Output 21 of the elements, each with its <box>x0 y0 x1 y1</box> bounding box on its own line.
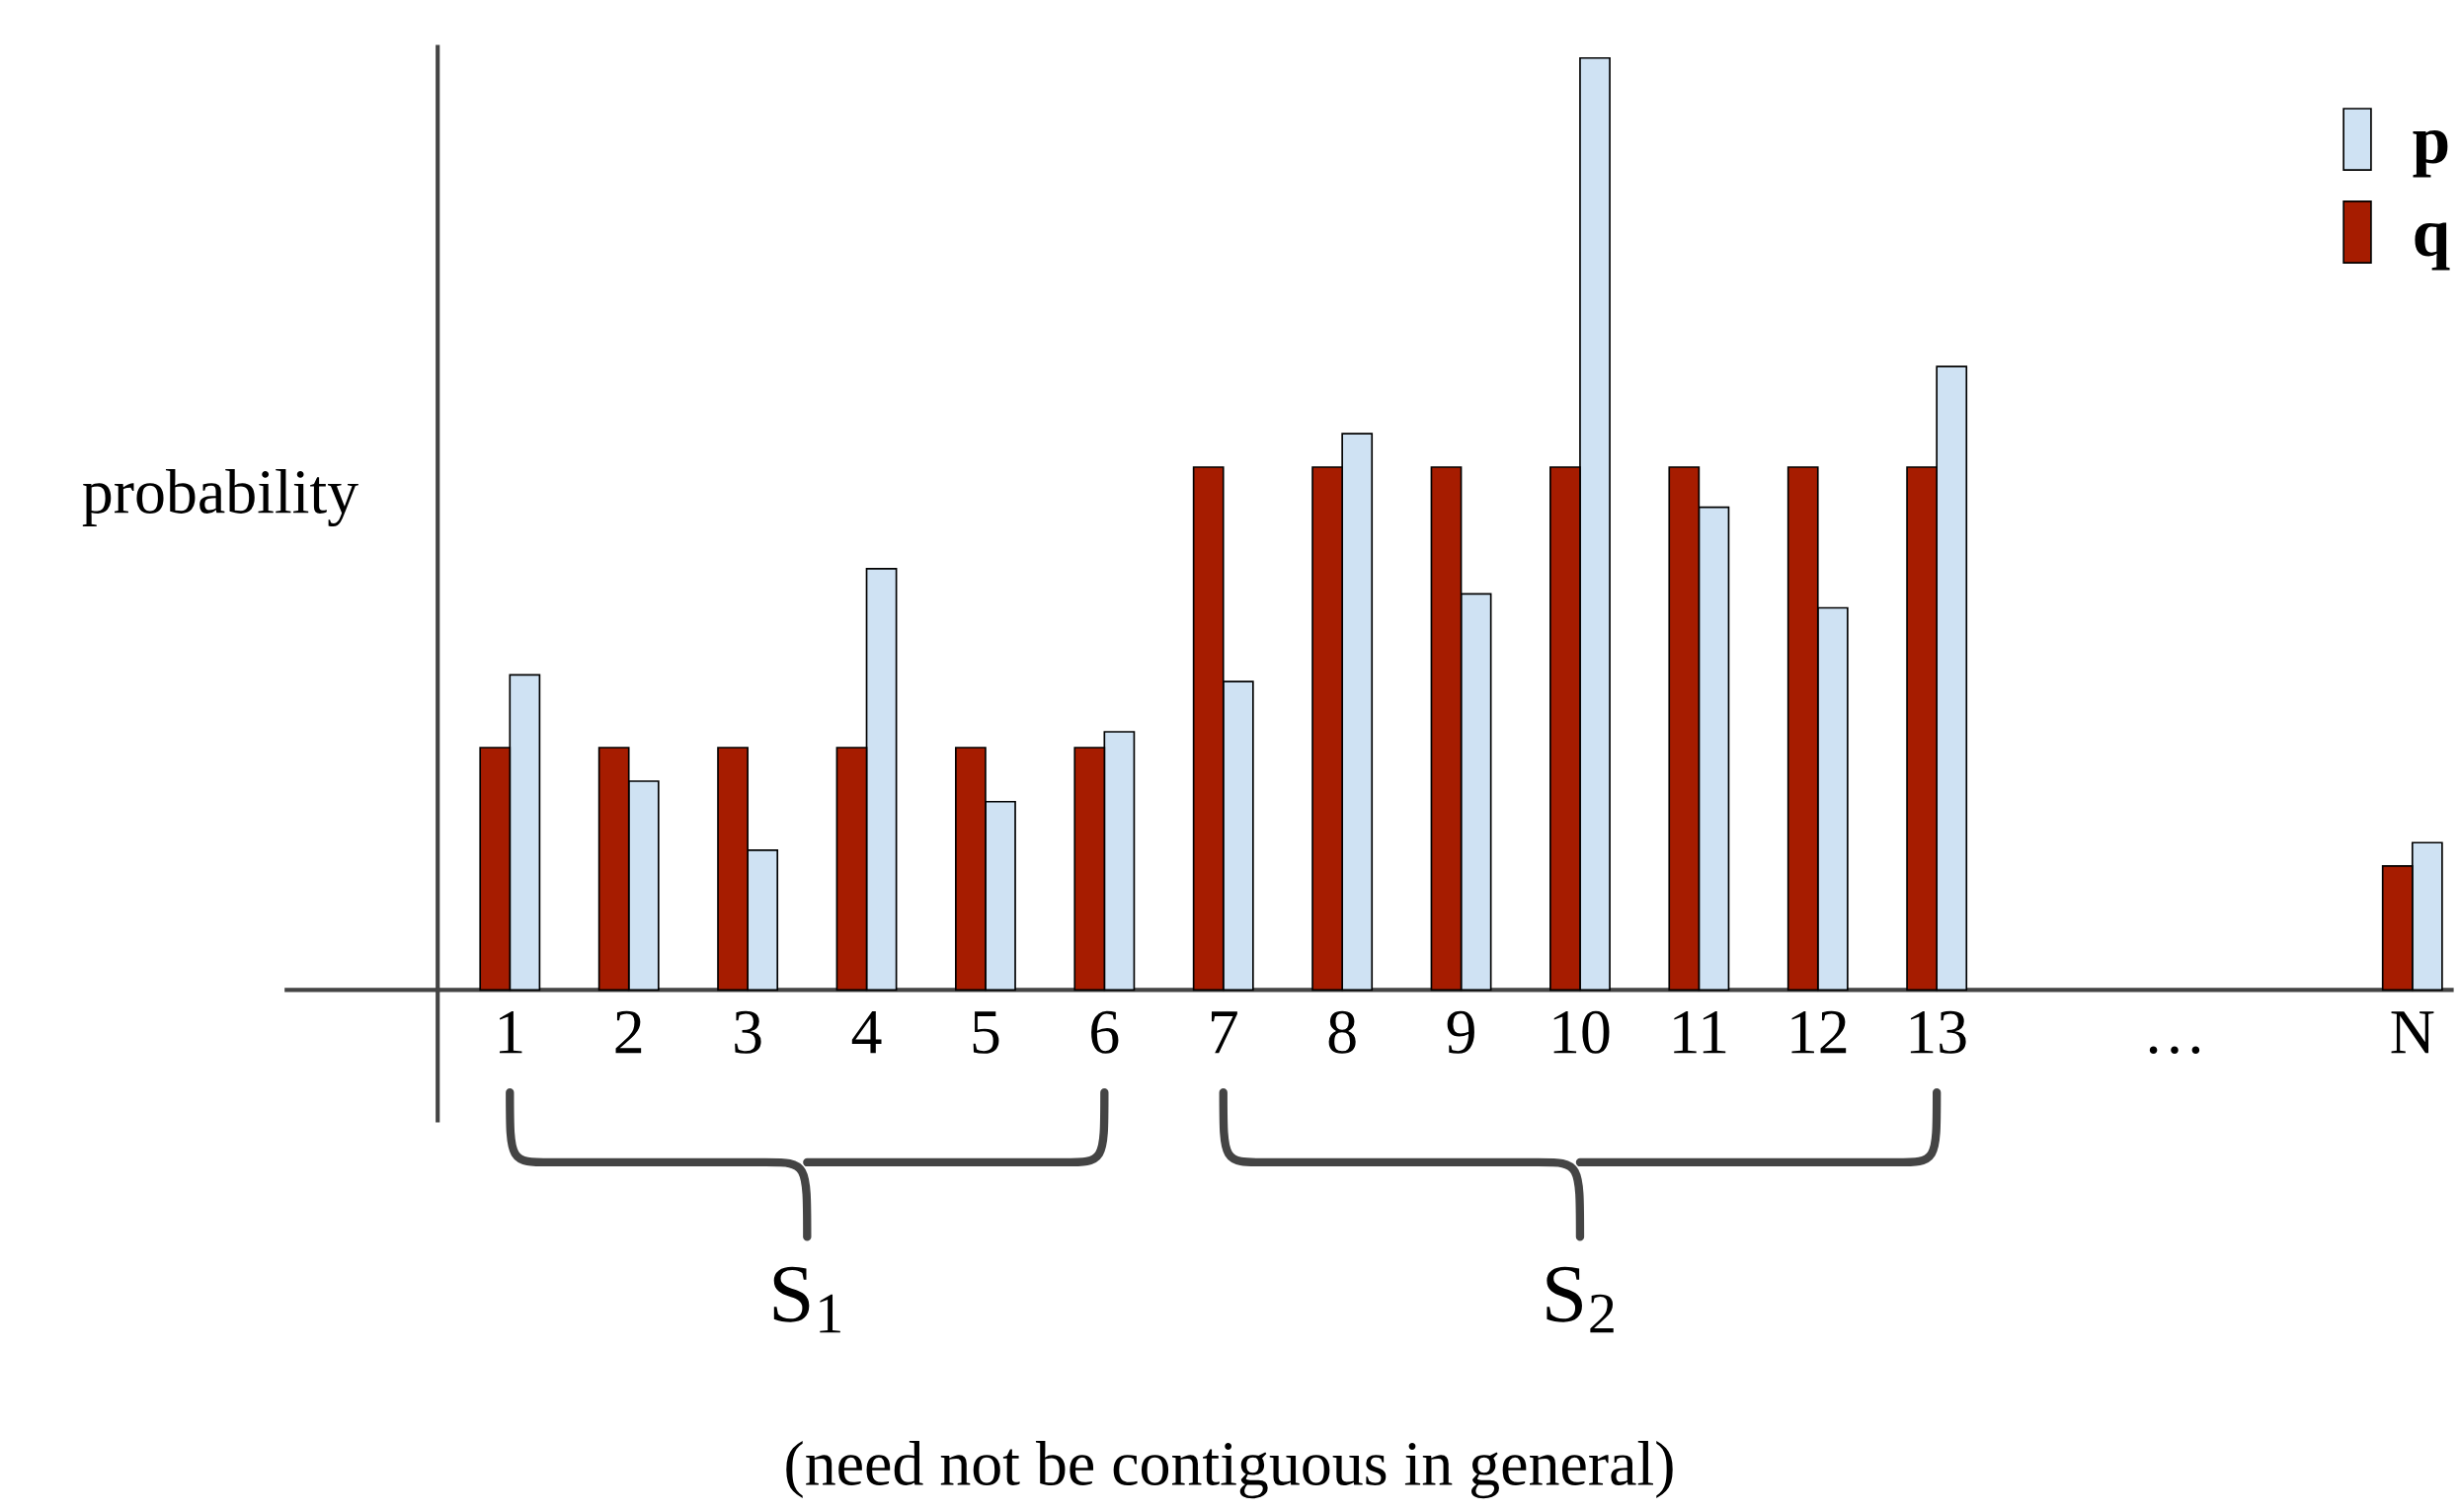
text: (need not be contiguous in general) <box>786 1441 1673 1499</box>
x-tick-label: 5 <box>973 1011 999 1054</box>
y-axis-title: probability <box>82 468 358 527</box>
legend-label: q <box>2415 222 2450 271</box>
x-tick-label: 8 <box>1328 1010 1356 1054</box>
x-tick-label: 7 <box>1211 1011 1237 1054</box>
x-tick-label: 4 <box>851 1011 882 1054</box>
x-tick-label: 2 <box>615 1010 642 1054</box>
x-tick-label: 9 <box>1447 1010 1474 1054</box>
x-tick-label: 12 <box>1791 1010 1847 1054</box>
x-tick-label: 10 <box>1553 1010 1610 1054</box>
text: S$_{2}$ <box>1547 1266 1614 1333</box>
x-tick-label: N <box>2391 1011 2434 1054</box>
legend-label: p <box>2413 130 2448 178</box>
x-tick-label: 6 <box>1091 1010 1119 1054</box>
x-tick-label: 3 <box>735 1010 761 1054</box>
x-tick-label: 11 <box>1674 1010 1726 1054</box>
x-tick-label: 1 <box>499 1010 522 1054</box>
x-tick-label: 13 <box>1910 1010 1966 1054</box>
text: S$_{1}$ <box>773 1266 840 1333</box>
x-tick-label: … <box>2149 1046 2200 1055</box>
